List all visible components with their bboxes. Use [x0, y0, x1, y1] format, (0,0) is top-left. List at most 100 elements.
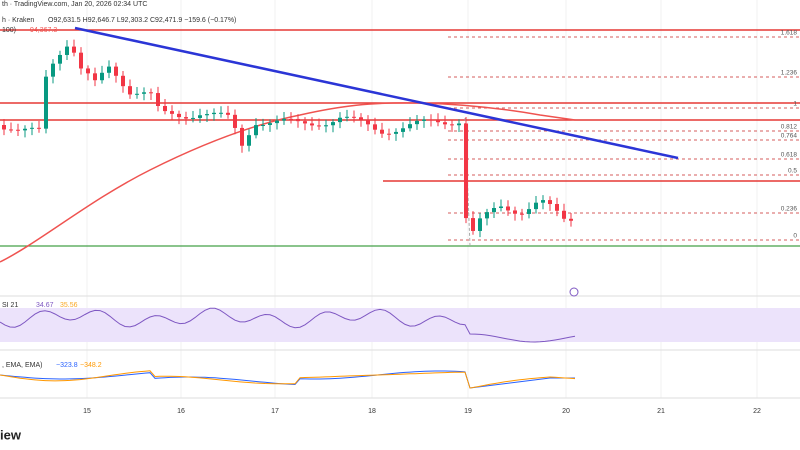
candle-body: [520, 213, 524, 215]
candle-body: [128, 86, 132, 95]
candle-body: [478, 218, 482, 231]
candle-body: [569, 218, 573, 221]
candle-body: [226, 112, 230, 115]
candle-body: [436, 120, 440, 123]
candle-body: [261, 124, 265, 126]
rsi-label: SI 21: [2, 302, 18, 309]
candle-body: [541, 200, 545, 203]
candle-body: [310, 123, 314, 126]
candle-body: [93, 73, 97, 81]
candle-body: [429, 119, 433, 121]
candle-body: [562, 210, 566, 219]
candle-body: [114, 66, 118, 76]
watermark: iew: [0, 427, 22, 442]
candle-body: [373, 124, 377, 130]
date-label: 20: [562, 408, 570, 415]
candle-body: [275, 120, 279, 124]
date-label: 19: [464, 408, 472, 415]
candle-body: [282, 118, 286, 121]
trend-line: [74, 26, 679, 160]
candle-body: [191, 117, 195, 119]
date-label: 16: [177, 408, 185, 415]
rsi-value: 34.67: [36, 302, 54, 309]
candle-body: [352, 116, 356, 118]
candle-body: [506, 206, 510, 211]
candle-body: [156, 93, 160, 107]
candle-body: [492, 208, 496, 213]
candle-body: [121, 75, 125, 87]
candle-body: [415, 120, 419, 125]
candle-body: [149, 92, 153, 94]
candle-body: [219, 112, 223, 114]
fib-label: 1.618: [781, 30, 798, 37]
candle-body: [548, 200, 552, 205]
candle-body: [303, 121, 307, 124]
date-label: 22: [753, 408, 761, 415]
candle-body: [205, 114, 209, 116]
candle-body: [464, 123, 468, 219]
candle-body: [317, 125, 321, 127]
candle-body: [359, 117, 363, 120]
candle-body: [527, 209, 531, 214]
candle-body: [268, 123, 272, 125]
candle-body: [184, 117, 188, 119]
header-ma: 100): [2, 27, 16, 34]
candle-body: [107, 66, 111, 73]
candle-body: [170, 111, 174, 114]
date-label: 17: [271, 408, 279, 415]
candle-body: [23, 128, 27, 131]
candle-body: [142, 92, 146, 94]
fib-label: 0.236: [781, 206, 798, 213]
fib-label: 0.618: [781, 152, 798, 159]
macd-value: −323.8: [56, 362, 78, 369]
candle-body: [9, 129, 13, 131]
candle-body: [422, 119, 426, 121]
candles: [2, 39, 573, 238]
header-symbol: h · Kraken: [2, 17, 34, 24]
candle-body: [79, 52, 83, 69]
header-ohlc: O92,631.5 H92,646.7 L92,303.2 C92,471.9 …: [48, 17, 236, 24]
candle-body: [331, 122, 335, 126]
candle-body: [499, 206, 503, 209]
header-source: th · TradingView.com, Jan 20, 2026 02:34…: [2, 1, 147, 8]
candle-body: [72, 46, 76, 53]
moving-average: [0, 102, 576, 263]
date-label: 21: [657, 408, 665, 415]
date-label: 15: [83, 408, 91, 415]
fib-label: 0.764: [781, 133, 798, 140]
candle-body: [555, 204, 559, 211]
candle-body: [324, 125, 328, 127]
candle-body: [58, 54, 62, 64]
header-ma-value: 94,367.3: [30, 27, 57, 34]
candle-body: [457, 123, 461, 126]
macd-value: −348.2: [80, 362, 102, 369]
candle-body: [163, 106, 167, 112]
candle-body: [450, 124, 454, 126]
fib-levels: 1.618 1.236 1 0.812 0.764 0.618 0.5 0.236 0: [448, 30, 800, 241]
candle-body: [408, 124, 412, 129]
candle-body: [240, 127, 244, 146]
candle-body: [443, 122, 447, 125]
candle-body: [338, 117, 342, 123]
fib-label: 1.236: [781, 70, 798, 77]
rsi-value: 35.56: [60, 302, 78, 309]
candle-body: [37, 127, 41, 129]
candle-body: [471, 218, 475, 231]
candle-body: [212, 112, 216, 115]
rsi-band: [0, 308, 800, 342]
candle-body: [65, 46, 69, 55]
macd-label: , EMA, EMA): [2, 362, 42, 369]
marker: [569, 287, 579, 297]
candle-body: [387, 133, 391, 135]
candle-body: [51, 63, 55, 77]
candle-body: [86, 68, 90, 74]
fib-label: 1: [793, 101, 797, 108]
candle-body: [198, 115, 202, 118]
signal-line: [0, 370, 576, 389]
candle-body: [254, 125, 258, 136]
candle-body: [233, 114, 237, 128]
candle-body: [296, 118, 300, 122]
candle-body: [380, 129, 384, 134]
